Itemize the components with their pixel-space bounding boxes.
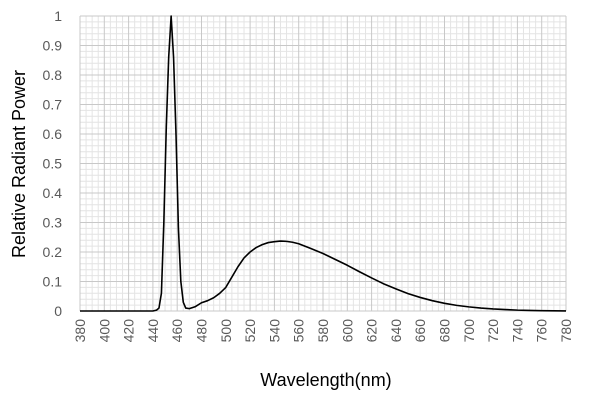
x-tick-label: 480 [194,319,210,343]
x-tick-label: 400 [96,319,112,343]
x-tick-label: 620 [364,319,380,343]
y-tick-label: 0.2 [43,244,63,260]
x-tick-label: 640 [388,319,404,343]
y-tick-label: 0.1 [43,274,63,290]
spectrum-line [80,15,567,312]
y-tick-label: 0.4 [43,185,63,201]
y-tick-label: 0.6 [43,126,63,142]
x-tick-label: 500 [218,319,234,343]
x-tick-label: 580 [315,319,331,343]
y-tick-label: 0 [54,303,62,319]
x-tick-label: 540 [266,319,282,343]
x-tick-label: 760 [534,319,550,343]
x-axis-title: Wavelength(nm) [260,370,391,390]
x-tick-label: 740 [509,319,525,343]
x-tick-labels: 380 400 420 440 460 480 500 520 540 560 580 600 620 6… [72,319,574,343]
x-tick-label: 720 [485,319,501,343]
y-tick-labels: 0 0.1 0.2 0.3 0.4 0.5 0.6 0.7 0.8 0.9 1 [43,8,63,319]
x-tick-label: 600 [339,319,355,343]
x-tick-label: 520 [242,319,258,343]
x-tick-label: 460 [169,319,185,343]
x-tick-label: 660 [412,319,428,343]
y-axis-title: Relative Radiant Power [9,70,29,258]
x-tick-label: 680 [437,319,453,343]
x-tick-label: 780 [558,319,574,343]
series-layer [80,15,567,312]
x-tick-label: 420 [121,319,137,343]
y-tick-label: 0.3 [43,215,63,231]
y-tick-label: 1 [54,8,62,24]
x-tick-label: 380 [72,319,88,343]
x-tick-label: 560 [291,319,307,343]
x-tick-label: 700 [461,319,477,343]
y-tick-label: 0.5 [43,156,63,172]
y-tick-label: 0.7 [43,97,63,113]
x-tick-label: 440 [145,319,161,343]
y-tick-label: 0.9 [43,38,63,54]
y-tick-label: 0.8 [43,67,63,83]
major-gridlines [79,15,567,312]
